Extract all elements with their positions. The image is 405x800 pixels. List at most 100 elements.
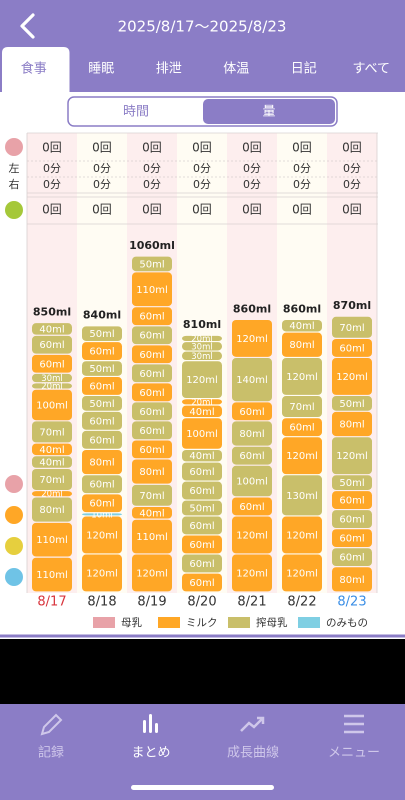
date-label: 8/17	[37, 595, 66, 610]
segment-label: 120ml	[86, 530, 118, 541]
segment-label: 80ml	[289, 340, 314, 351]
summary-cell: 0回	[192, 141, 212, 155]
tab[interactable]: すべて	[352, 62, 390, 77]
legend-swatch	[93, 617, 115, 628]
segment-label: 40ml	[39, 324, 64, 335]
segment-label: 60ml	[339, 496, 364, 507]
side-label: 右	[9, 177, 20, 191]
bar-segment	[132, 402, 172, 421]
bar-segment	[32, 522, 72, 557]
growth-icon[interactable]	[240, 716, 265, 732]
bar-segment	[32, 443, 72, 456]
tab[interactable]: 排泄	[156, 62, 182, 77]
bar-segment	[282, 358, 322, 395]
segment-label: 60ml	[339, 534, 364, 545]
segment-label: 20ml	[41, 382, 62, 392]
pumped-icon	[5, 537, 23, 555]
bar-segment	[232, 554, 272, 592]
segment-label: 100ml	[186, 429, 218, 440]
tab-bar: 食事 睡眠 排泄 体温 日記 すべて	[2, 47, 390, 92]
segment-label: 70ml	[39, 475, 64, 486]
segment-label: 120ml	[286, 530, 318, 541]
nav-label[interactable]: 記録	[38, 745, 64, 761]
summary-cell: 0回	[142, 141, 162, 155]
segment-label: 40ml	[39, 458, 64, 469]
segment-label: 40ml	[39, 445, 64, 456]
bar-segment	[182, 516, 222, 535]
bar-segment	[32, 497, 72, 522]
summary-cell: 0回	[92, 141, 112, 155]
bar-segment	[182, 405, 222, 418]
summary-cell: 0回	[92, 203, 112, 217]
segment-label: 60ml	[139, 445, 164, 456]
bar-segment	[182, 351, 222, 360]
segment-label: 20ml	[191, 334, 212, 344]
segment-label: 60ml	[189, 540, 214, 551]
summary-cell: 0分	[143, 178, 161, 191]
tab[interactable]: 睡眠	[88, 62, 114, 77]
tab[interactable]: 体温	[223, 62, 249, 77]
summary-icon[interactable]	[143, 714, 158, 733]
bar-segment	[82, 513, 122, 516]
header-title: 2025/8/17〜2025/8/23	[118, 18, 287, 36]
tab[interactable]: 日記	[291, 61, 317, 77]
record-icon[interactable]	[40, 713, 63, 736]
bar-segment	[232, 319, 272, 357]
segment-label: 120ml	[336, 372, 368, 383]
segment-label: 80ml	[239, 429, 264, 440]
date-label: 8/19	[137, 595, 166, 610]
bar-segment	[332, 567, 372, 592]
menu-icon[interactable]	[344, 714, 364, 734]
summary-cell: 0分	[43, 162, 61, 175]
bottom-nav	[0, 704, 405, 800]
bar-segment	[182, 335, 222, 341]
segment-label: 60ml	[339, 515, 364, 526]
segment-label: 60ml	[189, 486, 214, 497]
total-label: 850ml	[33, 306, 71, 319]
bar-segment	[32, 354, 72, 373]
date-label: 8/21	[237, 595, 266, 610]
bar-segment	[32, 557, 72, 592]
bar-segment	[82, 396, 122, 411]
bar-segment	[232, 421, 272, 446]
bar-segment	[132, 507, 172, 519]
blank-area	[0, 639, 405, 704]
segment-label: 60ml	[89, 416, 114, 427]
bar-segment	[282, 418, 322, 437]
segment-label: 60ml	[139, 426, 164, 437]
segment-label: 60ml	[89, 381, 114, 392]
toggle-option[interactable]: 時間	[123, 105, 149, 120]
summary-cell: 0回	[342, 203, 362, 217]
bar-segment	[332, 475, 372, 490]
segment-label: 110ml	[36, 570, 68, 581]
segment-label: 80ml	[39, 505, 64, 516]
segment-label: 60ml	[239, 407, 264, 418]
back-button[interactable]	[20, 13, 35, 39]
toggle-option[interactable]: 量	[262, 105, 275, 120]
summary-cell: 0回	[342, 141, 362, 155]
segment-label: 60ml	[339, 553, 364, 564]
summary-cell: 0分	[293, 162, 311, 175]
segment-label: 10ml	[91, 510, 112, 520]
legend-swatch	[298, 617, 320, 628]
bar-segment	[232, 497, 272, 516]
nav-label[interactable]: 成長曲線	[227, 745, 279, 761]
segment-label: 60ml	[339, 343, 364, 354]
segment-label: 60ml	[89, 499, 114, 510]
summary-cell: 0分	[343, 178, 361, 191]
segment-label: 120ml	[236, 334, 268, 345]
segment-label: 50ml	[339, 399, 364, 410]
segment-label: 60ml	[189, 521, 214, 532]
bar-segment	[132, 256, 172, 272]
tab[interactable]: 食事	[21, 61, 47, 77]
nav-label[interactable]: メニュー	[328, 746, 380, 761]
segment-label: 60ml	[289, 423, 314, 434]
summary-cell: 0分	[43, 178, 61, 191]
segment-label: 30ml	[41, 374, 62, 384]
bar-segment	[332, 510, 372, 528]
legend-swatch	[228, 617, 250, 628]
nav-label[interactable]: まとめ	[131, 746, 170, 761]
bar-segment	[332, 529, 372, 548]
home-indicator	[131, 785, 274, 790]
